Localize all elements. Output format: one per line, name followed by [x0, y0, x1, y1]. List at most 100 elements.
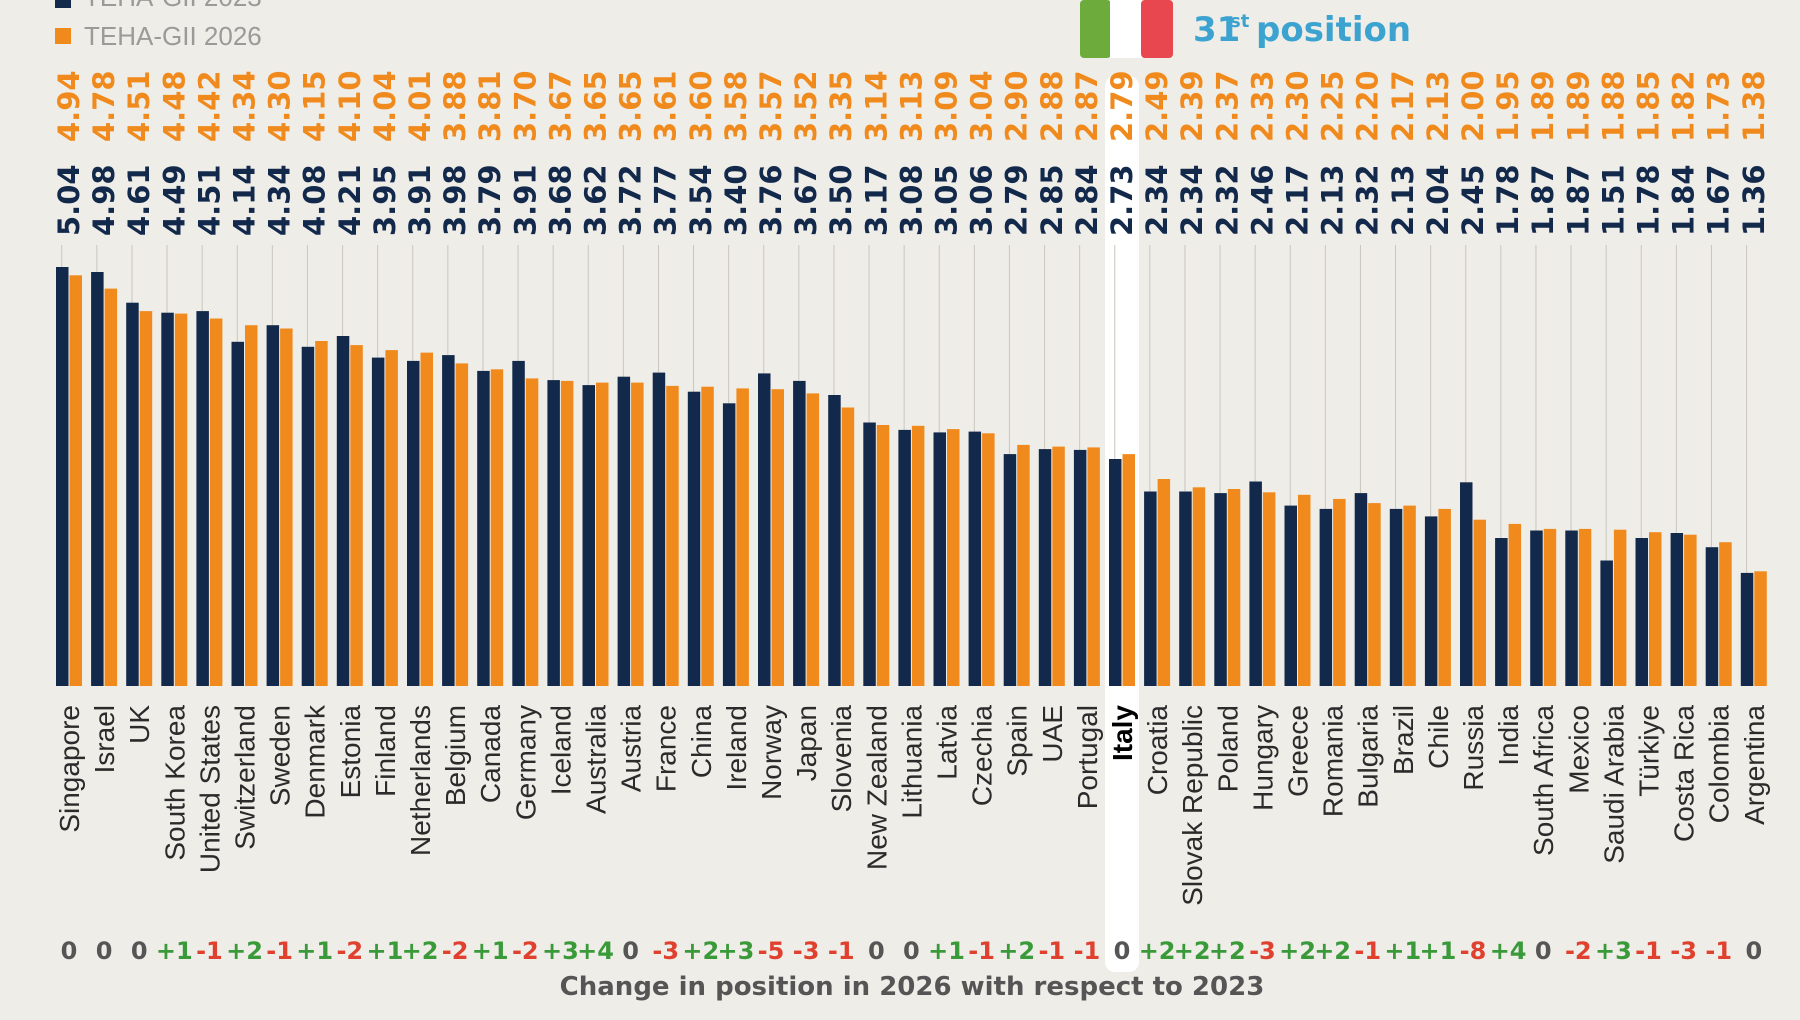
category-label-chile: Chile	[1423, 705, 1454, 769]
value-label-2026-netherlands: 4.01	[403, 70, 437, 142]
category-label-austria: Austria	[616, 705, 647, 793]
position-change-estonia: -2	[336, 937, 363, 965]
bar-2026-estonia	[350, 345, 363, 686]
category-label-russia: Russia	[1458, 705, 1489, 791]
bar-2023-uae	[1038, 449, 1052, 686]
bar-2023-argentina	[1740, 572, 1754, 686]
category-label-colombia: Colombia	[1704, 705, 1735, 824]
bar-2023-uk	[126, 302, 139, 686]
category-label-czechia: Czechia	[967, 705, 998, 807]
position-change-poland: +2	[1209, 937, 1246, 965]
value-label-2023-bulgaria: 2.32	[1351, 164, 1385, 236]
value-label-2026-russia: 2.00	[1456, 70, 1490, 142]
value-label-2026-greece: 2.30	[1281, 70, 1315, 142]
category-label-israel: Israel	[89, 705, 120, 773]
italy-highlight-column	[1105, 76, 1139, 972]
italy-flag-icon	[1080, 0, 1173, 58]
position-change-france: -3	[652, 937, 679, 965]
bar-2023-poland	[1214, 493, 1227, 686]
bar-2026-china	[701, 386, 714, 686]
value-label-2026-brazil: 2.17	[1386, 70, 1420, 142]
position-change-iceland: +3	[542, 937, 579, 965]
bar-2023-japan	[793, 380, 806, 686]
value-label-2026-costa-rica: 1.82	[1667, 70, 1701, 142]
position-change-czechia: -1	[968, 937, 995, 965]
category-label-australia: Australia	[581, 705, 612, 814]
value-label-2026-france: 3.61	[649, 70, 683, 142]
bar-2026-slovak-republic	[1192, 487, 1206, 686]
bar-2026-hungary	[1262, 492, 1276, 686]
value-label-2023-brazil: 2.13	[1386, 164, 1420, 236]
bar-2026-israel	[104, 288, 118, 686]
bar-2023-colombia	[1705, 547, 1719, 686]
category-label-singapore: Singapore	[54, 705, 85, 833]
position-change-south-africa: 0	[1535, 937, 1552, 965]
value-label-2023-slovenia: 3.50	[824, 164, 858, 236]
bar-2026-netherlands	[420, 352, 433, 686]
value-label-2023-uk: 4.61	[122, 164, 156, 236]
value-label-2026-slovenia: 3.35	[824, 70, 858, 142]
category-label-switzerland: Switzerland	[230, 705, 261, 850]
bars-layer	[56, 245, 1767, 686]
category-label-canada: Canada	[475, 705, 506, 804]
position-change-south-korea: +1	[156, 937, 193, 965]
bar-2023-turkiye	[1635, 538, 1648, 686]
category-label-mexico: Mexico	[1563, 705, 1594, 794]
bar-2023-finland	[371, 357, 385, 686]
value-label-2023-greece: 2.17	[1281, 164, 1315, 236]
position-change-saudi-arabia: +3	[1595, 937, 1632, 965]
position-change-brazil: +1	[1384, 937, 1421, 965]
value-label-2026-india: 1.95	[1491, 70, 1525, 142]
value-label-2023-uae: 2.85	[1035, 164, 1069, 236]
category-label-bulgaria: Bulgaria	[1353, 705, 1384, 808]
bar-2026-portugal	[1087, 447, 1100, 686]
value-label-2026-colombia: 1.73	[1702, 70, 1736, 142]
category-label-denmark: Denmark	[300, 704, 331, 819]
value-label-2023-russia: 2.45	[1456, 164, 1490, 236]
bar-2026-india	[1508, 523, 1522, 686]
category-label-portugal: Portugal	[1072, 705, 1103, 809]
position-change-india: +4	[1490, 937, 1527, 965]
bar-2023-lithuania	[898, 429, 911, 686]
value-label-2026-iceland: 3.67	[543, 70, 577, 142]
value-label-2023-iceland: 3.68	[543, 164, 577, 236]
bar-2023-portugal	[1073, 449, 1087, 686]
value-label-2023-mexico: 1.87	[1561, 164, 1595, 236]
bar-2026-poland	[1227, 489, 1241, 686]
bar-2026-belgium	[455, 363, 469, 686]
value-label-2026-bulgaria: 2.20	[1351, 70, 1385, 142]
category-label-belgium: Belgium	[440, 705, 471, 806]
bar-2026-slovenia	[841, 407, 855, 686]
bar-2026-south-korea	[174, 313, 188, 686]
value-label-2026-uae: 2.88	[1035, 70, 1069, 142]
position-change-mexico: -2	[1565, 937, 1592, 965]
category-label-greece: Greece	[1283, 705, 1314, 797]
bar-2026-mexico	[1578, 528, 1592, 686]
position-change-hungary: -3	[1249, 937, 1276, 965]
value-label-2026-israel: 4.78	[87, 70, 121, 142]
bar-2026-austria	[631, 382, 644, 686]
legend-label-2026: TEHA-GII 2026	[84, 21, 262, 51]
value-label-2023-france: 3.77	[649, 164, 683, 236]
position-change-new-zealand: 0	[868, 937, 885, 965]
position-change-uae: -1	[1038, 937, 1065, 965]
bar-2026-australia	[596, 382, 609, 686]
value-label-2023-croatia: 2.34	[1140, 164, 1174, 236]
category-label-india: India	[1493, 705, 1524, 766]
flag-stripe-green	[1080, 0, 1111, 58]
bar-2023-india	[1495, 538, 1508, 686]
bar-2023-brazil	[1389, 508, 1403, 686]
bar-2023-latvia	[933, 432, 946, 686]
position-change-belgium: -2	[442, 937, 469, 965]
bar-2023-slovenia	[828, 395, 841, 686]
category-label-latvia: Latvia	[932, 705, 963, 780]
bar-2023-israel	[91, 272, 104, 686]
value-label-2026-mexico: 1.89	[1561, 70, 1595, 142]
bar-2023-estonia	[336, 336, 350, 686]
position-change-turkiye: -1	[1635, 937, 1662, 965]
value-label-2023-israel: 4.98	[87, 164, 121, 236]
bar-2023-belgium	[442, 355, 455, 686]
bar-2023-south-africa	[1530, 530, 1543, 686]
value-label-2026-turkiye: 1.85	[1632, 70, 1666, 142]
